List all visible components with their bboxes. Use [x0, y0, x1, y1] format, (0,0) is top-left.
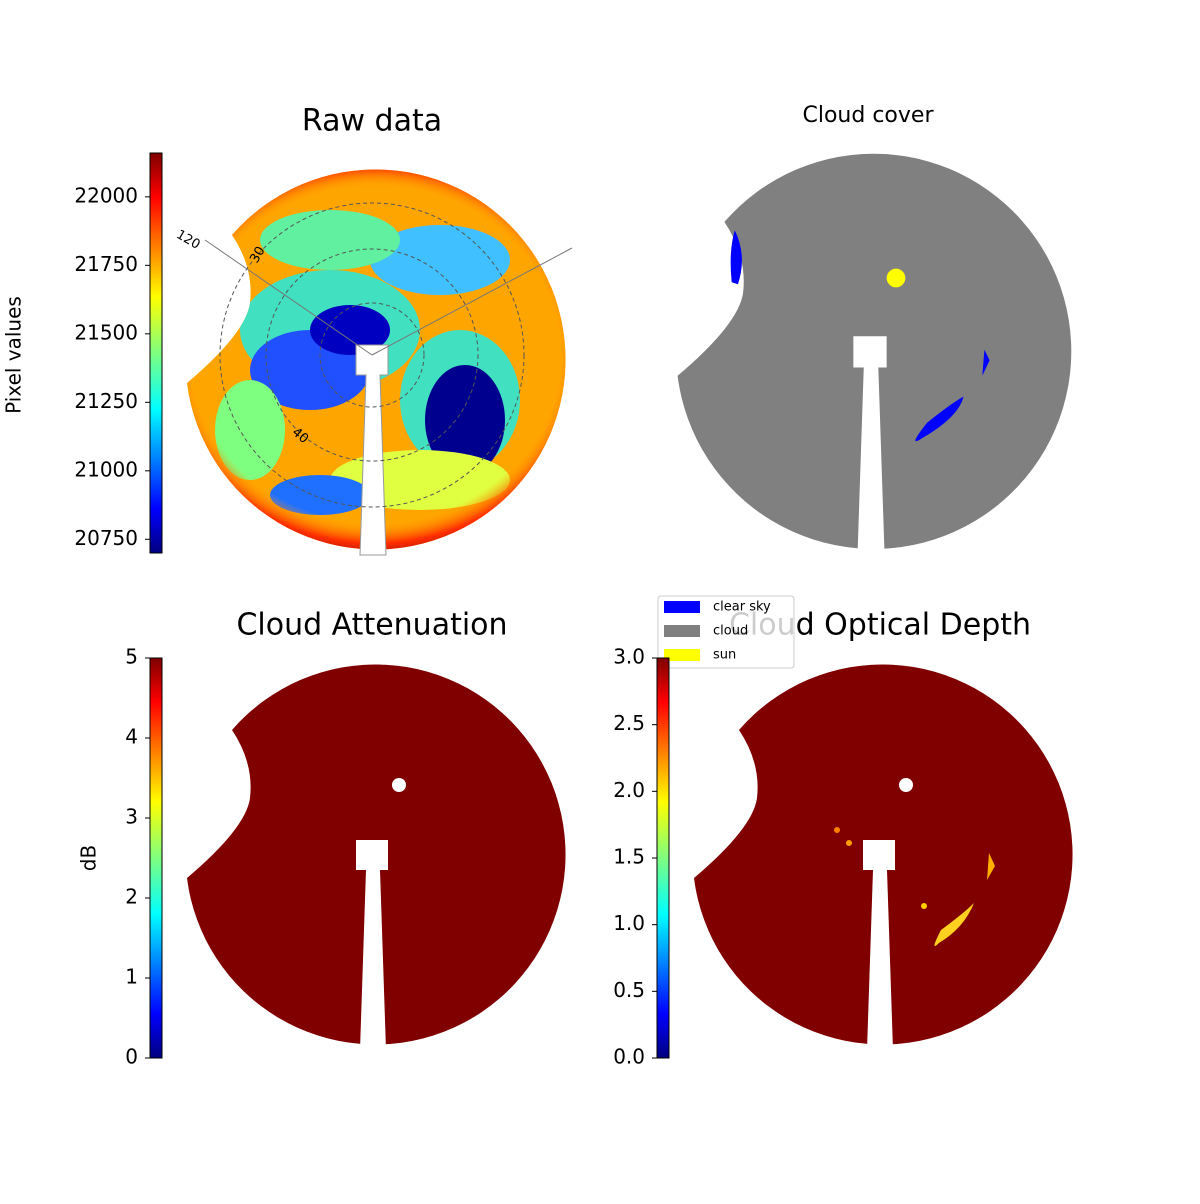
cloud-cover-image	[677, 153, 1072, 555]
polar-axes	[204, 239, 573, 356]
tick-label: 4	[125, 725, 138, 749]
tick-label: 3.0	[613, 645, 645, 669]
colorbar-label: dB	[77, 845, 101, 871]
tick-label: 3	[125, 805, 138, 829]
colorbar	[149, 657, 163, 1059]
tick-label: 21500	[74, 320, 138, 344]
tick-label: 2	[125, 885, 138, 909]
legend-label: clear sky	[713, 600, 771, 615]
optical-depth-image	[694, 664, 1073, 1050]
polar-label: 120	[173, 227, 202, 252]
tick-label: 20750	[74, 526, 138, 550]
tick-label: 2.5	[613, 711, 645, 735]
tick-label: 21000	[74, 457, 138, 481]
legend-swatch	[664, 649, 700, 661]
colorbar	[149, 152, 163, 554]
legend-swatch	[664, 601, 700, 613]
tick-label: 0.5	[613, 978, 645, 1002]
tick-label: 1.0	[613, 911, 645, 935]
legend-label: sun	[713, 648, 736, 663]
tick-label: 21250	[74, 389, 138, 413]
attenuation-image	[187, 664, 566, 1050]
tick-label: 2.0	[613, 778, 645, 802]
polar-grid	[219, 202, 525, 508]
panel-title: Cloud cover	[803, 103, 935, 128]
tick-label: 21750	[74, 252, 138, 276]
tick-label: 22000	[74, 183, 138, 207]
tick-label: 0	[125, 1045, 138, 1069]
legend-swatch	[664, 625, 700, 637]
colorbar	[656, 657, 670, 1059]
tick-label: 1	[125, 965, 138, 989]
panel-title: Cloud Attenuation	[236, 608, 507, 643]
legend-label: cloud	[713, 624, 748, 639]
tick-label: 5	[125, 645, 138, 669]
panel-title: Raw data	[302, 104, 442, 139]
tick-label: 1.5	[613, 845, 645, 869]
polar-label: 30	[247, 244, 268, 266]
colorbar-label: Pixel values	[2, 296, 26, 414]
tick-label: 0.0	[613, 1045, 645, 1069]
